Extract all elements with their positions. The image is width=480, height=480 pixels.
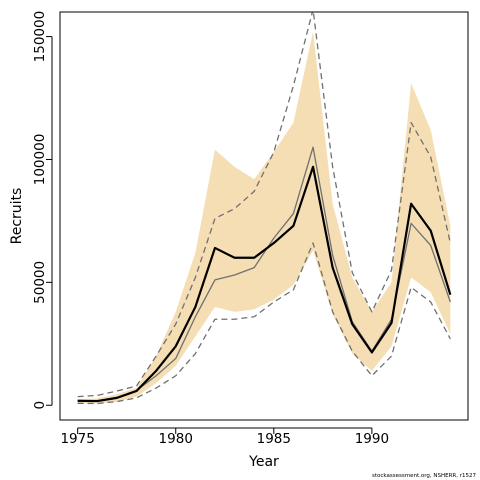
plot-frame: [59, 11, 469, 421]
confidence-band: [77, 31, 451, 404]
estimate-line: [77, 165, 452, 403]
x-axis-label: Year: [248, 454, 279, 470]
plot-area: [77, 12, 452, 405]
y-tick-label: 0: [32, 401, 48, 410]
y-axis-label: Recruits: [9, 188, 25, 245]
x-tick-label: 1980: [159, 431, 193, 447]
y-tick-label: 150000: [32, 11, 48, 63]
x-tick-label: 1975: [60, 431, 94, 447]
x-tick-label: 1990: [355, 431, 389, 447]
lower-bound-line: [77, 242, 451, 405]
axes: 1975 1980 1985 1990 0 50000 100000 150000: [32, 11, 389, 447]
y-tick-label: 50000: [32, 261, 48, 304]
source-footnote: stockassessment.org, NSHERR, r1527: [372, 473, 476, 479]
upper-bound-line: [77, 12, 451, 398]
y-tick-label: 100000: [32, 134, 48, 186]
x-tick-label: 1985: [257, 431, 291, 447]
